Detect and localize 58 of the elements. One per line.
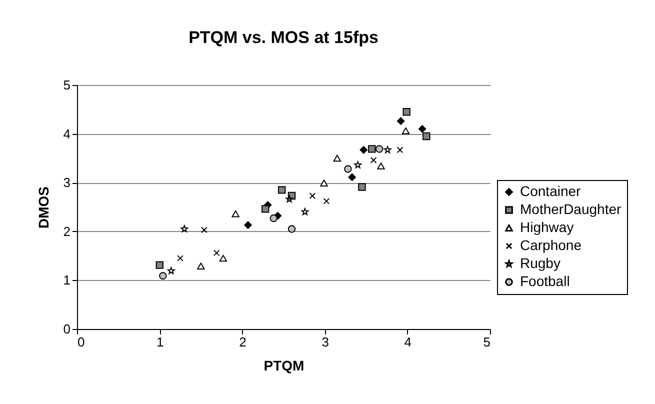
point xyxy=(288,225,296,233)
legend-label: Highway xyxy=(520,219,574,235)
y-tick-label: 2 xyxy=(63,224,70,239)
point xyxy=(261,205,270,213)
y-tick-label: 4 xyxy=(63,126,70,142)
point xyxy=(344,165,352,173)
legend-label: Container xyxy=(520,183,582,199)
point xyxy=(377,162,385,170)
point xyxy=(177,255,184,262)
point xyxy=(167,267,175,274)
point xyxy=(402,108,410,116)
point xyxy=(354,161,362,168)
y-axis-title: DMOS xyxy=(35,186,52,228)
x-tick-label: 5 xyxy=(483,334,490,350)
point xyxy=(180,225,188,232)
point xyxy=(370,156,377,164)
legend-label: Rugby xyxy=(520,255,560,271)
point xyxy=(156,261,164,269)
point xyxy=(278,186,286,194)
y-tick-label: 3 xyxy=(63,175,70,190)
point xyxy=(396,146,404,154)
x-tick-label: 2 xyxy=(239,334,246,350)
point xyxy=(368,145,376,153)
point xyxy=(301,208,309,216)
point xyxy=(384,146,392,154)
point xyxy=(270,214,278,222)
point xyxy=(396,117,405,125)
point xyxy=(348,173,356,182)
x-tick-label: 3 xyxy=(322,334,329,350)
point xyxy=(333,154,342,162)
point xyxy=(201,226,208,234)
point xyxy=(213,250,220,256)
point xyxy=(375,145,384,153)
point xyxy=(320,180,328,186)
y-tick-label: 1 xyxy=(63,272,70,288)
point xyxy=(232,210,240,218)
point xyxy=(323,198,330,204)
point xyxy=(360,146,368,154)
point xyxy=(402,127,410,134)
y-tick-label: 5 xyxy=(63,78,70,92)
point xyxy=(244,221,252,229)
x-tick-label: 0 xyxy=(78,334,85,350)
point xyxy=(358,183,366,191)
point xyxy=(418,125,426,133)
point xyxy=(219,254,228,262)
point xyxy=(309,192,316,199)
legend-label: Football xyxy=(520,273,570,289)
point xyxy=(159,272,167,280)
legend-label: Carphone xyxy=(520,237,582,253)
x-axis-title: PTQM xyxy=(264,358,304,374)
x-tick-label: 4 xyxy=(404,334,412,350)
y-tick-label: 0 xyxy=(63,322,70,336)
point xyxy=(197,262,205,270)
point xyxy=(286,195,293,202)
point xyxy=(422,132,430,140)
chart-title: PTQM vs. MOS at 15fps xyxy=(188,28,378,47)
legend-label: MotherDaughter xyxy=(520,201,622,217)
x-tick-label: 1 xyxy=(156,334,164,350)
